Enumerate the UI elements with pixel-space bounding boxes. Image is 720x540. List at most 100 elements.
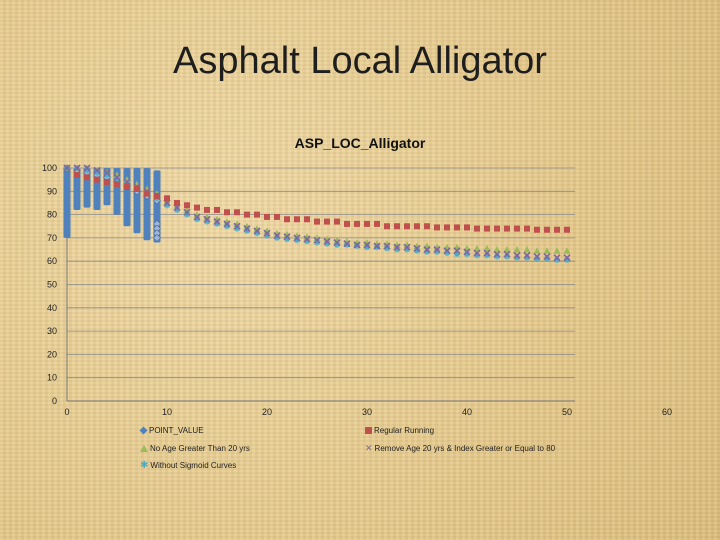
without-sigmoid-curves-point	[84, 167, 90, 174]
regular-running-point	[424, 223, 430, 230]
regular-running-point	[214, 206, 220, 213]
without-sigmoid-curves-point	[334, 241, 340, 248]
data-points	[63, 164, 571, 264]
without-sigmoid-curves-point	[454, 251, 460, 258]
without-sigmoid-curves-point	[234, 225, 240, 232]
remove-age-20-yrs-index-greater-or-equal-to-80-point	[373, 242, 381, 250]
regular-running-point	[84, 174, 90, 181]
y-tick-label: 30	[47, 326, 57, 336]
without-sigmoid-curves-point	[384, 245, 390, 252]
no-age-greater-than-20-yrs-point	[523, 246, 531, 253]
regular-running-point	[454, 224, 460, 231]
legend-label: Without Sigmoid Curves	[150, 461, 237, 470]
remove-age-20-yrs-index-greater-or-equal-to-80-point	[473, 249, 481, 257]
no-age-greater-than-20-yrs-point	[473, 244, 481, 252]
remove-age-20-yrs-index-greater-or-equal-to-80-point	[323, 237, 331, 245]
remove-age-20-yrs-index-greater-or-equal-to-80-point	[503, 250, 511, 258]
remove-age-20-yrs-index-greater-or-equal-to-80-point	[113, 173, 121, 181]
star-marker-icon: ✱	[140, 460, 149, 471]
x-tick-label: 10	[162, 407, 172, 417]
regular-running-point	[264, 213, 270, 220]
remove-age-20-yrs-index-greater-or-equal-to-80-point	[223, 220, 231, 228]
x-tick-label: 0	[64, 407, 69, 417]
without-sigmoid-curves-point	[434, 248, 440, 255]
remove-age-20-yrs-index-greater-or-equal-to-80-point	[83, 164, 91, 172]
y-tick-label: 50	[47, 280, 57, 290]
remove-age-20-yrs-index-greater-or-equal-to-80-point	[283, 233, 291, 241]
legend-item-without-sigmoid: ✱ Without Sigmoid Curves	[140, 460, 237, 471]
regular-running-point	[294, 216, 300, 223]
without-sigmoid-curves-point	[474, 252, 480, 259]
regular-running-point	[74, 171, 80, 178]
regular-running-point	[94, 176, 100, 183]
legend-item-point-value: POINT_VALUE	[139, 426, 204, 435]
without-sigmoid-curves-point	[564, 257, 570, 264]
remove-age-20-yrs-index-greater-or-equal-to-80-point	[443, 247, 451, 255]
without-sigmoid-curves-point	[294, 237, 300, 244]
square-marker-icon	[365, 427, 372, 434]
remove-age-20-yrs-index-greater-or-equal-to-80-point	[413, 244, 421, 252]
without-sigmoid-curves-point	[534, 255, 540, 262]
without-sigmoid-curves-point	[104, 171, 110, 178]
without-sigmoid-curves-point	[224, 223, 230, 230]
regular-running-point	[414, 223, 420, 230]
triangle-marker-icon	[140, 445, 148, 452]
regular-running-point	[534, 226, 540, 233]
x-tick-label: 20	[262, 407, 272, 417]
regular-running-point	[334, 218, 340, 225]
x-marker-icon: ✕	[365, 443, 373, 453]
point-value-range-bar	[143, 168, 151, 241]
without-sigmoid-curves-point	[314, 239, 320, 246]
regular-running-point	[514, 225, 520, 232]
y-tick-label: 10	[47, 373, 57, 383]
point-value-range-bar	[73, 168, 81, 210]
regular-running-point	[504, 225, 510, 232]
remove-age-20-yrs-index-greater-or-equal-to-80-point	[523, 251, 531, 259]
point-value-marker	[153, 234, 161, 242]
legend-item-no-age: No Age Greater Than 20 yrs	[140, 444, 250, 453]
remove-age-20-yrs-index-greater-or-equal-to-80-point	[63, 164, 71, 172]
regular-running-point	[234, 209, 240, 216]
remove-age-20-yrs-index-greater-or-equal-to-80-point	[193, 213, 201, 221]
remove-age-20-yrs-index-greater-or-equal-to-80-point	[273, 232, 281, 240]
remove-age-20-yrs-index-greater-or-equal-to-80-point	[383, 242, 391, 250]
without-sigmoid-curves-point	[404, 246, 410, 253]
regular-running-point	[284, 216, 290, 223]
without-sigmoid-curves-point	[284, 236, 290, 243]
regular-running-point	[194, 204, 200, 211]
without-sigmoid-curves-point	[214, 220, 220, 227]
regular-running-point	[274, 213, 280, 220]
without-sigmoid-curves-point	[424, 248, 430, 255]
without-sigmoid-curves-point	[264, 232, 270, 239]
remove-age-20-yrs-index-greater-or-equal-to-80-point	[363, 241, 371, 249]
remove-age-20-yrs-index-greater-or-equal-to-80-point	[253, 227, 261, 235]
remove-age-20-yrs-index-greater-or-equal-to-80-point	[103, 169, 111, 177]
point-value-range-bar	[133, 168, 141, 234]
regular-running-point	[104, 178, 110, 185]
regular-running-point	[544, 226, 550, 233]
without-sigmoid-curves-point	[444, 250, 450, 257]
remove-age-20-yrs-index-greater-or-equal-to-80-point	[183, 208, 191, 216]
regular-running-point	[304, 216, 310, 223]
regular-running-point	[434, 224, 440, 231]
slide-title: Asphalt Local Alligator	[173, 40, 547, 82]
regular-running-point	[474, 225, 480, 232]
without-sigmoid-curves-point	[174, 206, 180, 213]
regular-running-point	[524, 225, 530, 232]
no-age-greater-than-20-yrs-point	[513, 246, 521, 253]
remove-age-20-yrs-index-greater-or-equal-to-80-point	[313, 236, 321, 244]
y-tick-label: 80	[47, 210, 57, 220]
regular-running-point	[464, 224, 470, 231]
regular-running-point	[134, 185, 140, 192]
x-tick-label: 50	[562, 407, 572, 417]
no-age-greater-than-20-yrs-point	[493, 246, 501, 253]
regular-running-point	[324, 218, 330, 225]
y-tick-label: 90	[47, 186, 57, 196]
y-tick-label: 60	[47, 256, 57, 266]
x-tick-label: 30	[362, 407, 372, 417]
no-age-greater-than-20-yrs-point	[503, 246, 511, 253]
remove-age-20-yrs-index-greater-or-equal-to-80-point	[243, 225, 251, 233]
without-sigmoid-curves-point	[274, 234, 280, 241]
remove-age-20-yrs-index-greater-or-equal-to-80-point	[393, 243, 401, 251]
